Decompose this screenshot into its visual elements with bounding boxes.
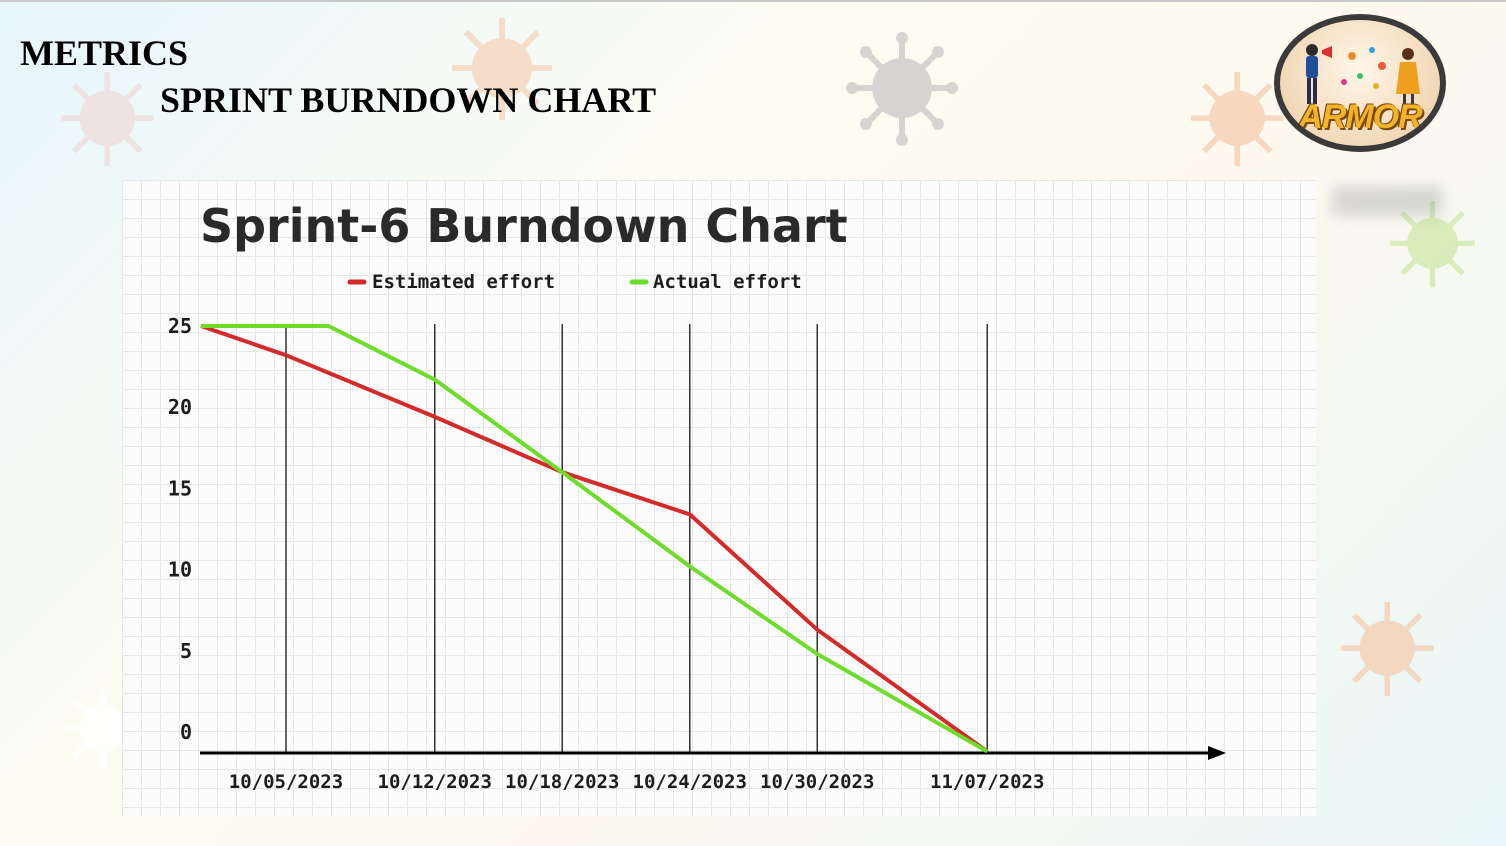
virus-decoration-icon [846, 32, 958, 146]
y-tick-label: 0 [180, 720, 192, 744]
vertical-gridlines [285, 324, 988, 753]
series-line-estimated [200, 324, 989, 754]
chart-canvas: Sprint-6 Burndown Chart Estimated effort… [168, 199, 1226, 793]
y-tick-label: 5 [180, 639, 192, 663]
x-axis-ticks: 10/05/2023 10/12/2023 10/18/2023 10/24/2023… [229, 771, 1045, 793]
armor-logo: ARMOR [1274, 14, 1446, 152]
x-tick-label: 10/30/2023 [760, 771, 874, 793]
top-border [0, 0, 1506, 2]
y-tick-label: 10 [168, 558, 192, 582]
virus-decoration-icon [1390, 201, 1475, 288]
chart-title: Sprint-6 Burndown Chart [200, 199, 848, 253]
y-tick-label: 15 [168, 476, 192, 500]
burndown-chart: Sprint-6 Burndown Chart Estimated effort… [122, 180, 1316, 816]
y-tick-label: 20 [168, 395, 192, 419]
slide-heading: METRICS [20, 33, 189, 73]
virus-decoration-icon [452, 18, 552, 120]
x-tick-label: 10/12/2023 [378, 771, 492, 793]
virus-decoration-icon [1341, 602, 1434, 697]
legend: Estimated effort Actual effort [347, 271, 802, 293]
legend-label-estimated: Estimated effort [372, 271, 555, 293]
x-axis-arrow-icon [1208, 746, 1226, 760]
x-tick-label: 10/18/2023 [505, 771, 619, 793]
legend-label-actual: Actual effort [653, 271, 802, 293]
team-illustration-icon [1306, 44, 1420, 106]
x-tick-label: 10/24/2023 [633, 771, 747, 793]
virus-decoration-icon [64, 690, 126, 769]
x-tick-label: 11/07/2023 [930, 771, 1044, 793]
logo-text: ARMOR [1298, 98, 1422, 136]
shadow-decoration [1332, 186, 1442, 216]
series-line-actual [201, 324, 989, 754]
x-tick-label: 10/05/2023 [229, 771, 343, 793]
y-tick-label: 25 [168, 314, 192, 338]
virus-decoration-icon [61, 72, 154, 167]
slide-subheading: SPRINT BURNDOWN CHART [160, 80, 657, 120]
virus-decoration-icon [1191, 72, 1284, 167]
y-axis-ticks: 0 5 10 15 20 25 [168, 314, 192, 744]
